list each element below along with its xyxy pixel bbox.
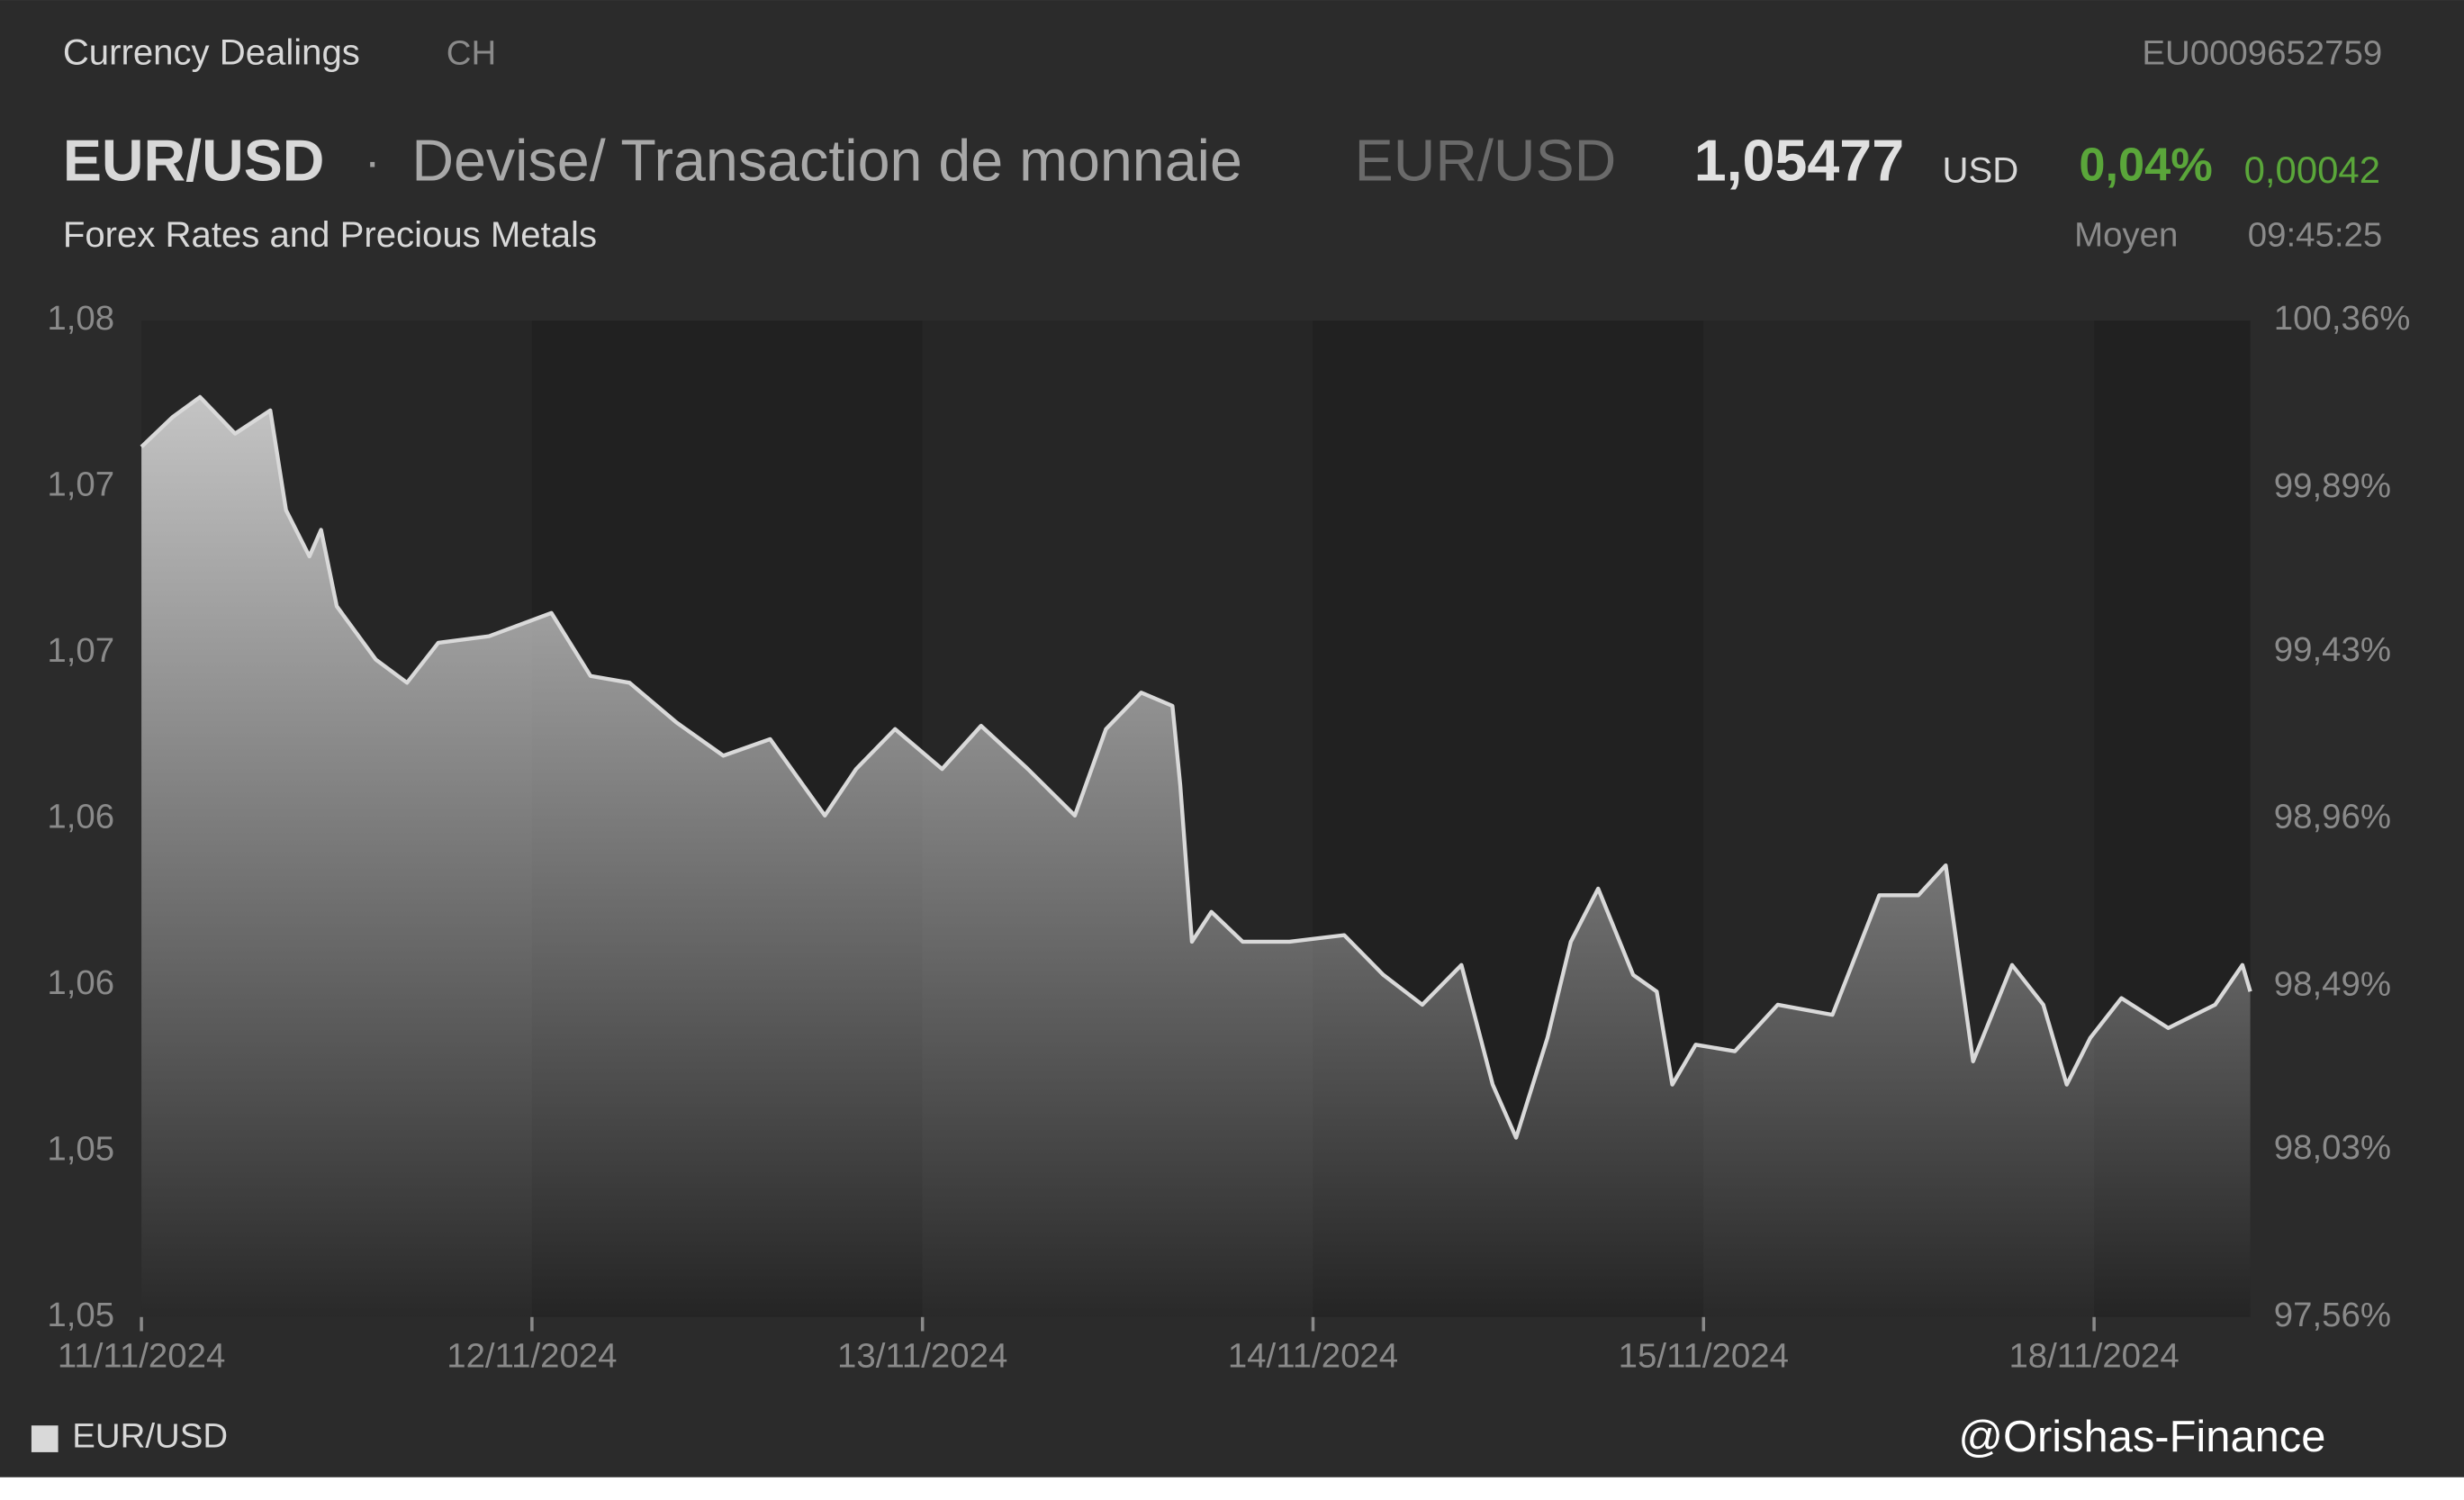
y-tick-label: 1,06 (47, 963, 114, 1002)
description: Devise/ Transaction de monnaie (411, 128, 1242, 193)
quote-type: Moyen (2074, 216, 2178, 255)
watermark: @Orishas-Finance (1958, 1413, 2325, 1461)
y2-tick-label: 99,89% (2274, 466, 2391, 505)
area (141, 396, 2251, 1317)
bottom-strip (0, 1477, 2464, 1500)
x-tick-label: 15/11/2024 (1619, 1336, 1789, 1375)
legend-label: EUR/USD (72, 1416, 228, 1455)
change-pct: 0,04% (2079, 140, 2212, 192)
y2-tick-label: 98,49% (2274, 964, 2391, 1003)
currency: USD (1942, 150, 2018, 191)
y-tick-label: 1,06 (47, 798, 114, 836)
country: CH (447, 33, 496, 72)
y2-tick-label: 99,43% (2274, 630, 2391, 669)
plot-area: 1,05 1,05 1,06 1,06 1,07 1,07 1,08 97,56% 98,03%… (31, 299, 2411, 1455)
change-abs: 0,00042 (2244, 149, 2380, 191)
y-tick-label: 1,08 (47, 299, 114, 338)
category: Currency Dealings (63, 32, 360, 73)
price: 1,05477 (1694, 128, 1904, 193)
time: 09:45:25 (2248, 216, 2382, 255)
x-tick-label: 13/11/2024 (837, 1336, 1007, 1375)
y-tick-label: 1,07 (47, 465, 114, 504)
y-tick-label: 1,05 (47, 1296, 114, 1334)
x-tick-label: 11/11/2024 (58, 1336, 225, 1375)
x-tick-label: 14/11/2024 (1228, 1336, 1398, 1375)
separator: · (365, 136, 380, 188)
symbol: EUR/USD (63, 128, 325, 193)
y2-tick-label: 100,36% (2274, 299, 2411, 338)
line (140, 394, 2252, 1140)
y2-tick-label: 98,96% (2274, 798, 2391, 836)
legend-swatch (31, 1425, 59, 1452)
subtitle: Forex Rates and Precious Metals (63, 214, 597, 255)
y-tick-label: 1,05 (47, 1129, 114, 1168)
symbol-alt: EUR/USD (1355, 128, 1617, 193)
y2-tick-label: 97,56% (2274, 1296, 2391, 1334)
isin: EU0009652759 (2142, 33, 2382, 72)
y-tick-label: 1,07 (47, 631, 114, 670)
x-tick-label: 18/11/2024 (2008, 1336, 2179, 1375)
y2-tick-label: 98,03% (2274, 1128, 2391, 1167)
x-tick-label: 12/11/2024 (447, 1336, 617, 1375)
